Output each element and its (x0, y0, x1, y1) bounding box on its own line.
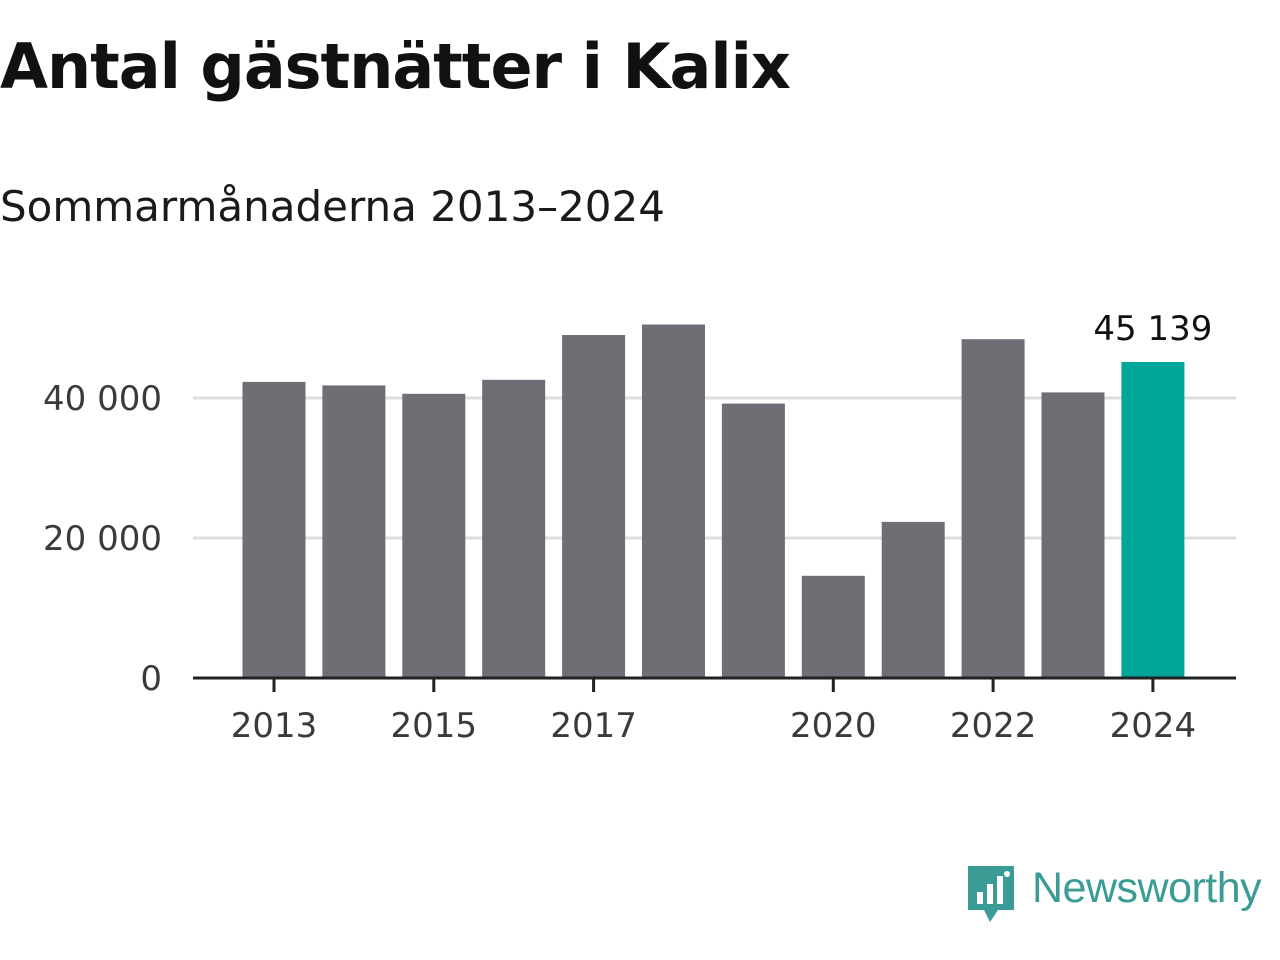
bar-2021 (881, 521, 945, 678)
bar-2018 (642, 324, 705, 678)
y-tick-label: 0 (140, 659, 162, 699)
bar-2023 (1041, 392, 1105, 678)
y-tick-label: 40 000 (43, 379, 162, 419)
brand-name: Newsworthy (1032, 864, 1262, 912)
x-axis (193, 676, 1236, 692)
chart-subtitle: Sommarmånaderna 2013–2024 (0, 182, 665, 231)
bar-2016 (482, 379, 546, 678)
bars (242, 324, 1185, 678)
chart-title: Antal gästnätter i Kalix (0, 30, 791, 103)
bar-2022 (961, 339, 1025, 678)
bar-2024 (1121, 362, 1185, 678)
x-tick-label: 2017 (550, 706, 637, 746)
x-tick-label: 2013 (231, 706, 318, 746)
bar-2020 (801, 575, 865, 678)
data-label: 45 139 (1093, 309, 1212, 349)
x-tick-label: 2024 (1110, 706, 1197, 746)
bar-2017 (562, 335, 626, 678)
tick-labels: 0 20 000 40 000 45 139 2013 2015 2017 2020 2022 2… (43, 309, 1212, 746)
bar-chart: 0 20 000 40 000 45 139 2013 2015 2017 2020 2022 2… (43, 309, 1236, 746)
x-tick-label: 2020 (790, 706, 877, 746)
x-tick-label: 2022 (950, 706, 1037, 746)
bar-2014 (322, 385, 386, 678)
brand-logo: Newsworthy (964, 862, 1280, 926)
x-tick-label: 2015 (391, 706, 478, 746)
bar-2015 (402, 393, 466, 678)
bar-chart-speech-bubble-icon (968, 866, 1014, 922)
bar-2019 (721, 403, 785, 678)
y-tick-label: 20 000 (43, 519, 162, 559)
bar-2013 (242, 381, 306, 678)
